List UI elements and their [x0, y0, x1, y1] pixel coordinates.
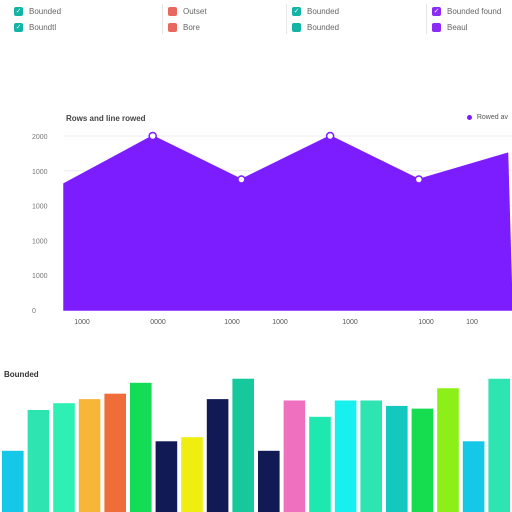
bar-chart-panel: Bounded — [0, 360, 512, 512]
y-tick-label: 1000 — [32, 204, 48, 211]
bar-chart — [2, 378, 510, 512]
bar — [462, 441, 485, 512]
legend-item[interactable]: ✓ Bounded — [292, 4, 412, 18]
bar — [360, 400, 382, 512]
legend-column: Outset Bore — [162, 4, 288, 36]
legend-item[interactable]: ✓ Boundtl — [14, 20, 134, 34]
x-tick-label: 0000 — [150, 319, 166, 326]
x-tick-label: 100 — [466, 319, 478, 326]
area-data-point — [414, 175, 424, 184]
x-tick-label: 1000 — [272, 319, 288, 326]
x-tick-label: 1000 — [224, 319, 240, 326]
legend-column: ✓ Bounded Bounded — [286, 4, 412, 36]
bar — [2, 450, 24, 512]
bar — [411, 408, 434, 512]
bar — [258, 450, 280, 512]
bar — [155, 441, 178, 512]
legend-label: Bounded found — [447, 6, 502, 16]
x-tick-label: 1000 — [74, 319, 90, 326]
legend-strip: ✓ Bounded ✓ Boundtl Outset Bore ✓ Bounded Bounde… — [0, 0, 512, 40]
bar — [309, 416, 331, 512]
y-tick-label: 1000 — [32, 238, 48, 245]
legend-item[interactable]: Beaul — [432, 20, 512, 34]
area-data-point — [237, 175, 246, 184]
bar — [206, 399, 229, 512]
check-icon: ✓ — [292, 6, 301, 16]
check-icon: ✓ — [14, 22, 23, 32]
square-icon — [168, 22, 177, 32]
area-chart-legend[interactable]: Rowed av — [466, 114, 508, 121]
bar — [386, 405, 408, 512]
area-data-point — [325, 131, 335, 141]
legend-label: Boundtl — [29, 22, 57, 32]
y-tick-label: 0 — [32, 308, 36, 315]
area-chart-panel: 0 1000 1000 1000 1000 2000 1000 0000 1000 1000 100… — [0, 100, 512, 340]
area-legend-label: Rowed av — [476, 114, 508, 121]
legend-item[interactable]: Outset — [168, 4, 288, 18]
square-icon — [168, 6, 177, 16]
bar — [53, 403, 75, 512]
series-swatch-icon — [466, 114, 472, 120]
square-icon — [432, 22, 441, 32]
area-data-point — [148, 131, 157, 141]
legend-column: ✓ Bounded found Beaul — [426, 4, 512, 36]
x-tick-label: 1000 — [418, 319, 434, 326]
bar — [488, 378, 510, 512]
bar-chart-title: Bounded — [4, 370, 39, 379]
bar — [78, 399, 101, 512]
bar — [334, 400, 357, 512]
area-series-rowed-av — [63, 135, 512, 311]
check-icon: ✓ — [14, 6, 23, 16]
legend-label: Bounded — [307, 22, 340, 32]
bar — [181, 437, 203, 512]
y-tick-label: 2000 — [32, 134, 48, 141]
check-icon: ✓ — [432, 6, 441, 16]
bar — [27, 410, 50, 512]
legend-item[interactable]: ✓ Bounded found — [432, 4, 512, 18]
legend-label: Beaul — [447, 22, 468, 32]
square-icon — [292, 22, 301, 32]
x-tick-label: 1000 — [342, 319, 358, 326]
area-chart: 0 1000 1000 1000 1000 2000 1000 0000 1000 1000 100… — [32, 131, 512, 326]
bar — [437, 388, 459, 512]
legend-label: Bore — [183, 22, 200, 32]
y-tick-label: 1000 — [32, 169, 48, 176]
legend-label: Bounded — [307, 6, 340, 16]
bar — [283, 400, 306, 512]
legend-label: Outset — [183, 6, 207, 16]
legend-item[interactable]: Bore — [168, 20, 288, 34]
legend-item[interactable]: ✓ Bounded — [14, 4, 134, 18]
legend-column: ✓ Bounded ✓ Boundtl — [14, 4, 134, 36]
area-chart-title: Rows and line rowed — [66, 114, 146, 123]
y-tick-label: 1000 — [32, 273, 48, 280]
bar — [104, 393, 126, 512]
bar — [232, 378, 254, 512]
legend-item[interactable]: Bounded — [292, 20, 412, 34]
bar — [130, 382, 152, 512]
legend-label: Bounded — [29, 6, 62, 16]
